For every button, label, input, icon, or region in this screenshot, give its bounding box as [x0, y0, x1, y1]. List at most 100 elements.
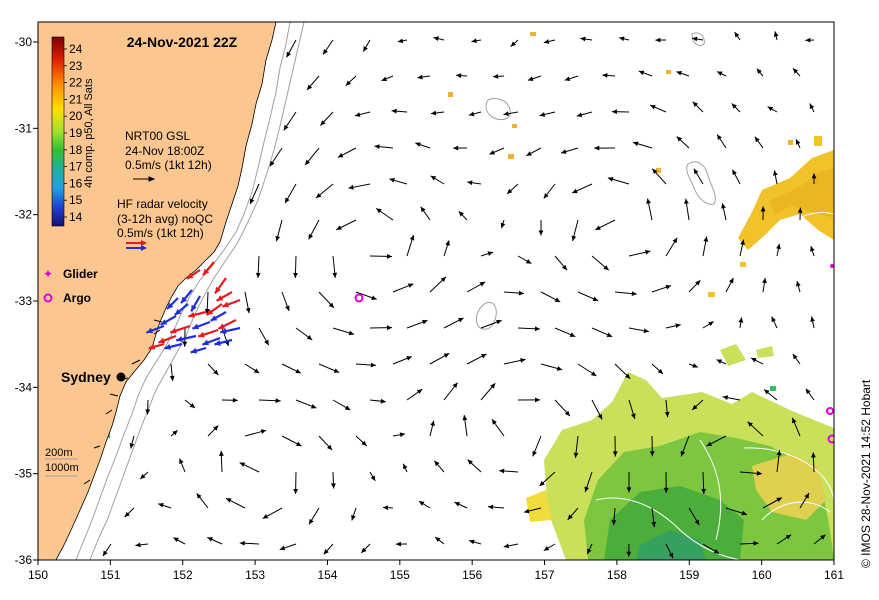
- current-arrow: [649, 435, 655, 457]
- current-arrow: [628, 327, 650, 334]
- current-arrow: [320, 111, 334, 126]
- y-tick-label: -34: [15, 380, 33, 394]
- hf-scale-arrows: [126, 240, 147, 251]
- current-arrow: [517, 255, 532, 265]
- current-arrow: [129, 435, 135, 449]
- current-arrow: [554, 255, 568, 271]
- current-arrow: [540, 291, 561, 303]
- hf-radar-vectors: [146, 261, 241, 354]
- colorbar-tick-label: 14: [69, 210, 83, 224]
- current-arrow: [255, 255, 261, 278]
- current-arrow: [429, 276, 447, 293]
- current-arrow: [796, 280, 801, 293]
- current-arrow: [145, 399, 151, 415]
- current-arrow: [466, 281, 486, 293]
- land-australia: [38, 22, 277, 560]
- current-arrow: [732, 169, 741, 185]
- current-arrow: [286, 39, 297, 58]
- current-arrow: [628, 249, 651, 257]
- hf-arrow-blue: [146, 324, 165, 334]
- current-arrow: [258, 398, 281, 404]
- y-tick-label: -33: [15, 294, 33, 308]
- current-arrow: [375, 207, 394, 221]
- current-arrow: [543, 183, 556, 199]
- current-arrow: [734, 31, 741, 41]
- glider-legend-icon: ✦: [43, 267, 53, 281]
- current-arrow: [293, 255, 298, 279]
- colorbar-tick-label: 16: [69, 176, 83, 190]
- current-arrow: [332, 399, 351, 411]
- current-arrow: [295, 327, 313, 341]
- current-arrow: [283, 111, 297, 131]
- current-arrow: [586, 543, 593, 555]
- current-arrow: [810, 316, 815, 329]
- current-arrow: [430, 175, 445, 185]
- y-axis: -30 -31 -32 -33 -34 -35 -36: [15, 35, 38, 567]
- hf-arrow-red: [205, 303, 223, 316]
- current-arrow: [391, 108, 408, 114]
- current-arrow: [811, 452, 816, 473]
- current-arrow: [702, 236, 709, 257]
- current-arrow: [805, 37, 815, 43]
- sst-contours: [595, 211, 834, 560]
- current-arrow: [691, 399, 704, 411]
- current-arrow: [626, 543, 632, 557]
- current-arrow: [462, 414, 468, 437]
- current-arrow: [336, 219, 357, 231]
- current-arrow: [517, 326, 540, 332]
- current-arrow: [308, 507, 320, 525]
- current-arrow: [809, 103, 815, 113]
- current-arrow: [471, 38, 482, 44]
- current-arrow: [701, 471, 707, 495]
- current-arrow: [239, 540, 260, 546]
- hf-arrow-blue: [214, 338, 233, 346]
- current-arrow: [607, 176, 630, 185]
- current-arrow: [139, 471, 149, 480]
- current-arrow: [318, 435, 333, 451]
- current-arrow: [360, 543, 371, 554]
- current-arrow: [655, 37, 667, 43]
- hf-arrow-blue: [190, 295, 201, 312]
- current-arrow: [503, 111, 519, 117]
- current-arrow: [306, 75, 320, 91]
- current-arrow: [760, 206, 766, 221]
- current-arrow: [510, 39, 519, 47]
- colorbar-tick-label: 24: [69, 42, 83, 56]
- current-arrow: [776, 450, 782, 473]
- current-arrow: [721, 203, 727, 221]
- current-arrow: [258, 327, 270, 346]
- current-arrow: [577, 291, 599, 302]
- current-arrow: [540, 363, 563, 371]
- hf-arrow-blue: [166, 297, 179, 310]
- current-arrow: [345, 75, 357, 86]
- current-arrow: [395, 541, 408, 547]
- y-tick-label: -31: [15, 121, 33, 135]
- sst-colorbar: 24 23 22 21 20 19 18 17 16 15 14 4h comp. p50, All…: [51, 36, 95, 227]
- hf-arrow-red: [169, 324, 191, 334]
- current-arrow: [725, 507, 748, 516]
- current-arrow: [688, 363, 699, 368]
- current-arrow: [716, 71, 727, 77]
- hf-arrow-red: [216, 291, 233, 302]
- current-arrow: [811, 173, 817, 185]
- current-arrow: [170, 429, 179, 437]
- sst-specks: [448, 32, 793, 173]
- current-arrow: [577, 363, 597, 377]
- current-arrow: [467, 459, 482, 473]
- current-arrow: [795, 139, 801, 149]
- current-arrow: [355, 362, 376, 368]
- current-arrow: [614, 363, 631, 380]
- current-arrow: [632, 141, 653, 149]
- current-arrow: [406, 234, 415, 257]
- x-tick-label: 161: [824, 568, 844, 582]
- gsl-legend-line-2: 24-Nov 18:00Z: [125, 144, 204, 158]
- hf-arrow-blue: [190, 346, 207, 354]
- y-tick-label: -36: [15, 553, 33, 567]
- current-arrow: [281, 291, 290, 312]
- current-arrow: [762, 277, 767, 293]
- current-arrow: [204, 291, 210, 315]
- hf-arrow-red: [202, 261, 215, 276]
- current-arrow: [602, 73, 616, 78]
- current-arrow: [776, 534, 792, 545]
